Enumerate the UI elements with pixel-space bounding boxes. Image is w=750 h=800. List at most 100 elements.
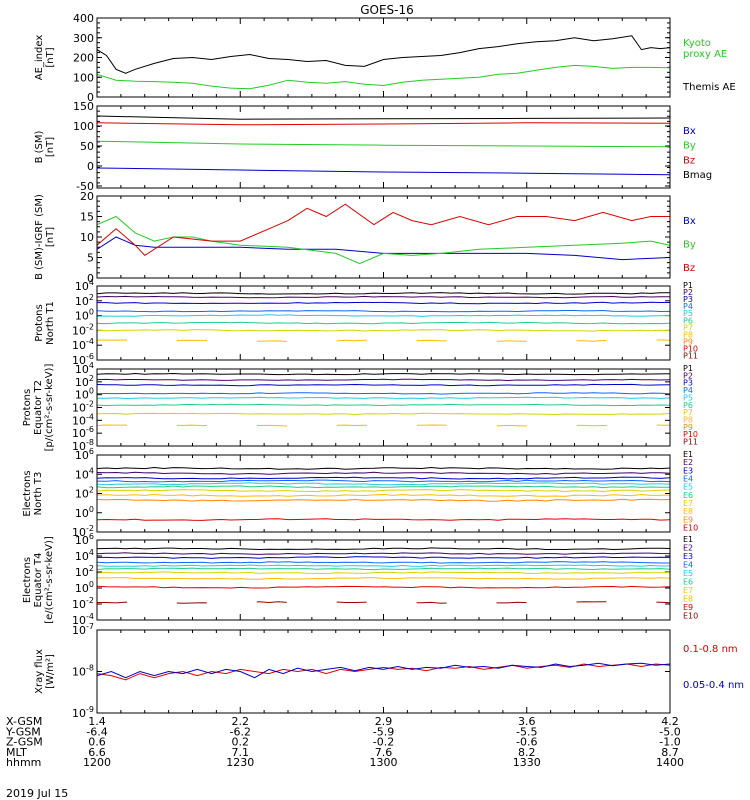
y-tick-label: 10 bbox=[80, 231, 94, 244]
y-tick-label: 106 bbox=[75, 532, 94, 547]
series-line-e9 bbox=[97, 585, 670, 589]
legend-label: E1 bbox=[683, 450, 693, 459]
y-tick-label: 100 bbox=[75, 580, 94, 595]
y-tick-label: 102 bbox=[75, 486, 94, 501]
y-axis-label: B (SM)[nT] bbox=[34, 130, 56, 163]
legend-label: P11 bbox=[683, 438, 698, 447]
y-tick-label: 102 bbox=[75, 564, 94, 579]
series-line-e5 bbox=[97, 482, 670, 486]
legend-label: P3 bbox=[683, 295, 693, 304]
series-line-p6 bbox=[97, 321, 670, 325]
series-line-bx bbox=[97, 236, 670, 261]
series-line-p4 bbox=[97, 309, 670, 313]
legend-label: proxy AE bbox=[683, 49, 727, 60]
panel-bdiff: 0 5 10 15 20 B (SM)-IGRF (SM)[nT] Bx By Bz bbox=[34, 190, 696, 285]
ephemeris-value: -1.0 bbox=[659, 736, 680, 749]
ephemeris-value: -0.6 bbox=[516, 736, 537, 749]
series-line-0-1-0-8-nm bbox=[97, 663, 670, 681]
series-line-e4 bbox=[97, 479, 670, 483]
y-tick-label: 5 bbox=[87, 252, 94, 265]
legend-label: P4 bbox=[683, 386, 693, 395]
panel-frame bbox=[96, 17, 671, 98]
y-axis-label: Xray flux[W/m²] bbox=[34, 649, 56, 694]
legend-label: Bz bbox=[683, 263, 695, 274]
ephemeris-value: 2.9 bbox=[375, 715, 393, 728]
series-line-e4 bbox=[97, 561, 670, 564]
ephemeris-value: -6.4 bbox=[86, 725, 107, 738]
series-line-p4 bbox=[97, 392, 670, 395]
panel-frame bbox=[96, 105, 671, 189]
ephemeris-value: -6.2 bbox=[230, 725, 251, 738]
legend-label: E9 bbox=[683, 515, 693, 524]
ephemeris-value: 8.2 bbox=[518, 746, 536, 759]
series-line-p3 bbox=[97, 383, 670, 387]
legend-label: P5 bbox=[683, 309, 693, 318]
ephemeris-value: 7.6 bbox=[375, 746, 393, 759]
ephemeris-row-label: Y-GSM bbox=[5, 725, 41, 738]
y-tick-label: 100 bbox=[75, 308, 94, 323]
legend-label: P8 bbox=[683, 415, 693, 424]
series-line-themis-ae bbox=[97, 35, 670, 74]
legend-label: P1 bbox=[683, 281, 693, 290]
legend-label: E7 bbox=[683, 586, 693, 595]
ephemeris-value: 1400 bbox=[656, 756, 684, 769]
ephemeris-value: -0.2 bbox=[373, 736, 394, 749]
panel-bsm: -50 0 50 100 150 B (SM)[nT] Bx By Bz Bmag bbox=[34, 100, 712, 193]
series-line-e7 bbox=[97, 571, 670, 575]
y-axis-label: AE_index[nT] bbox=[34, 35, 56, 81]
ephemeris-row-label: Z-GSM bbox=[6, 736, 43, 749]
legend-label: Themis AE bbox=[682, 82, 736, 93]
plot-title: GOES-16 bbox=[360, 3, 414, 17]
y-tick-label: 15 bbox=[80, 211, 94, 224]
series-line-p5 bbox=[97, 314, 670, 317]
ephemeris-value: -5.0 bbox=[659, 725, 680, 738]
ephemeris-row-label: MLT bbox=[6, 746, 27, 759]
ephemeris-value: 1330 bbox=[513, 756, 541, 769]
series-line-kyoto-proxy-ae bbox=[97, 64, 670, 90]
y-tick-label: 10-4 bbox=[72, 337, 94, 352]
ephemeris-value: 1.4 bbox=[88, 715, 106, 728]
ephemeris-value: 1230 bbox=[226, 756, 254, 769]
legend-label: E2 bbox=[683, 458, 693, 467]
ephemeris-value: 3.6 bbox=[518, 715, 536, 728]
legend-label: E4 bbox=[683, 475, 693, 484]
legend-label: E5 bbox=[683, 569, 693, 578]
legend-label: E10 bbox=[683, 611, 698, 620]
legend-label: P10 bbox=[683, 430, 698, 439]
y-tick-label: 100 bbox=[73, 120, 94, 133]
y-tick-label: 10-2 bbox=[72, 322, 94, 337]
series-line-p1 bbox=[97, 372, 670, 376]
legend-label: 0.05-0.4 nm bbox=[683, 680, 744, 691]
panel-frame bbox=[96, 195, 671, 279]
ephemeris-value: 2.2 bbox=[232, 715, 250, 728]
series-line-e7 bbox=[97, 489, 670, 493]
y-tick-label: 10-7 bbox=[72, 622, 94, 637]
series-line-e2 bbox=[97, 471, 670, 475]
legend-label: E6 bbox=[683, 491, 693, 500]
series-line-e10 bbox=[97, 518, 670, 521]
legend-label: P8 bbox=[683, 330, 693, 339]
series-line-e8 bbox=[97, 493, 670, 497]
legend-label: Bx bbox=[683, 216, 696, 227]
legend-label: E5 bbox=[683, 483, 693, 492]
ephemeris-value: 7.1 bbox=[232, 746, 250, 759]
y-axis-label: ElectronsNorth T3 bbox=[22, 470, 44, 516]
legend-label: P1 bbox=[683, 364, 693, 373]
series-line-p3 bbox=[97, 301, 670, 305]
ephemeris-value: 1300 bbox=[370, 756, 398, 769]
series-line-bx bbox=[97, 167, 670, 176]
legend-label: E10 bbox=[683, 524, 698, 533]
legend-label: E1 bbox=[683, 535, 693, 544]
legend-label: E2 bbox=[683, 543, 693, 552]
y-axis-label: ProtonsNorth T1 bbox=[34, 301, 56, 345]
legend-label: E8 bbox=[683, 594, 693, 603]
legend-label: P9 bbox=[683, 337, 693, 346]
legend-label: By bbox=[683, 141, 696, 152]
y-tick-label: -50 bbox=[76, 180, 94, 193]
legend-label: P11 bbox=[683, 352, 698, 361]
series-line-p5 bbox=[97, 396, 670, 400]
series-line-p7 bbox=[97, 412, 670, 416]
